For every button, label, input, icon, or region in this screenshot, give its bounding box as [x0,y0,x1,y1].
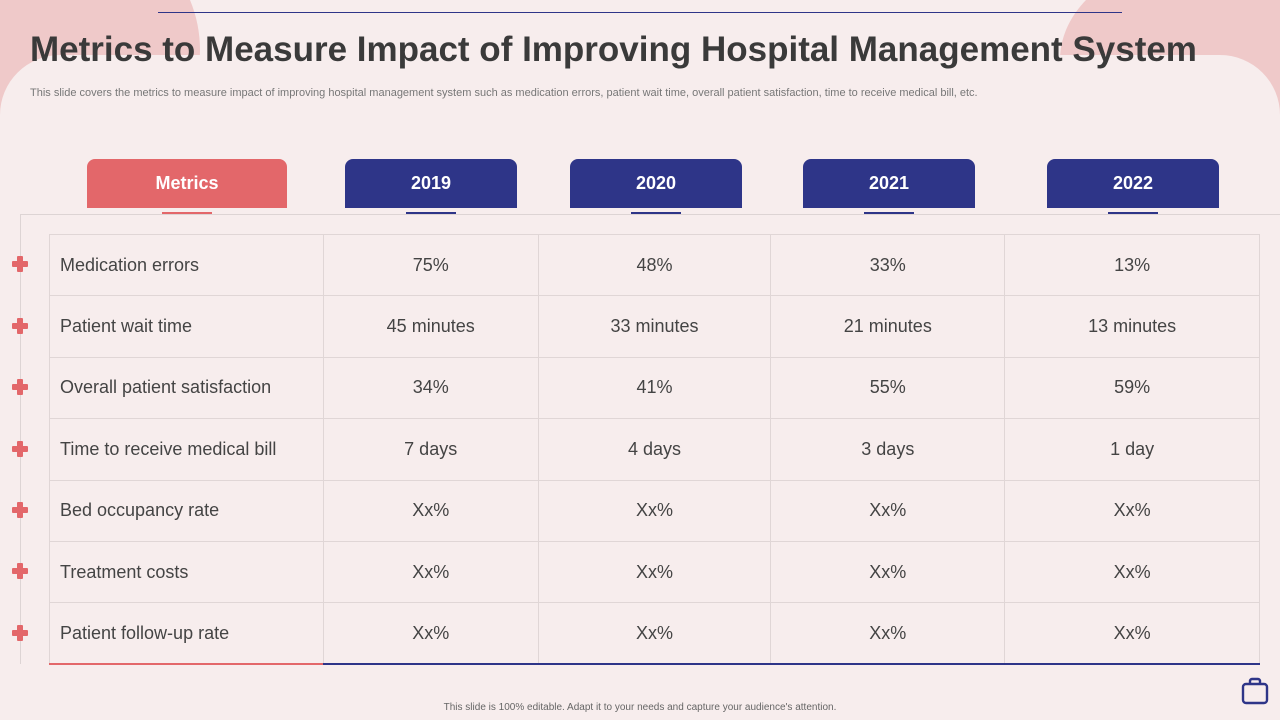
table-row: Patient follow-up rate Xx% Xx% Xx% Xx% [49,602,1260,665]
value-cell: Xx% [1004,602,1260,665]
table-bottom-rule-navy [323,663,1260,665]
value-cell: 4 days [537,418,772,481]
value-cell: 21 minutes [770,295,1006,358]
plus-icon [12,441,28,457]
value-cell: Xx% [770,602,1006,665]
slide-subtitle: This slide covers the metrics to measure… [30,87,978,99]
plus-icon [12,502,28,518]
value-cell: 1 day [1004,418,1260,481]
table-row: Overall patient satisfaction 34% 41% 55%… [49,356,1260,420]
metric-label: Medication errors [49,233,324,297]
header-marker-metrics [162,212,212,215]
plus-icon [12,256,28,272]
value-cell: 13 minutes [1004,295,1260,358]
header-year-2022: 2022 [1047,159,1219,208]
header-marker-2022 [1108,212,1158,215]
value-cell: 7 days [322,418,539,481]
table-row: Bed occupancy rate Xx% Xx% Xx% Xx% [49,479,1260,542]
value-cell: Xx% [537,479,772,542]
value-cell: 48% [537,233,772,297]
header-marker-2019 [406,212,456,215]
header-metrics: Metrics [87,159,287,208]
value-cell: Xx% [537,602,772,665]
value-cell: 34% [322,356,539,420]
value-cell: Xx% [322,479,539,542]
metric-label: Patient follow-up rate [49,602,324,665]
bag-icon[interactable] [1241,677,1269,705]
value-cell: 33% [770,233,1006,297]
value-cell: Xx% [1004,540,1260,604]
table-row: Medication errors 75% 48% 33% 13% [49,233,1260,297]
plus-icon [12,379,28,395]
value-cell: Xx% [322,602,539,665]
value-cell: Xx% [1004,479,1260,542]
slide-title: Metrics to Measure Impact of Improving H… [30,30,1197,69]
header-year-2020: 2020 [570,159,742,208]
top-rule [158,12,1122,13]
metric-label: Treatment costs [49,540,324,604]
table-row: Treatment costs Xx% Xx% Xx% Xx% [49,540,1260,604]
header-marker-2020 [631,212,681,215]
value-cell: Xx% [322,540,539,604]
header-year-2021: 2021 [803,159,975,208]
value-cell: 41% [537,356,772,420]
metric-label: Bed occupancy rate [49,479,324,542]
metric-label: Patient wait time [49,295,324,358]
table-bottom-rule-red [49,663,323,665]
metric-label: Overall patient satisfaction [49,356,324,420]
frame-top-line [20,214,1280,215]
value-cell: 3 days [770,418,1006,481]
plus-icon [12,563,28,579]
table-row: Time to receive medical bill 7 days 4 da… [49,418,1260,481]
metric-label: Time to receive medical bill [49,418,324,481]
value-cell: Xx% [770,540,1006,604]
header-year-2019: 2019 [345,159,517,208]
value-cell: 33 minutes [537,295,772,358]
table-row: Patient wait time 45 minutes 33 minutes … [49,295,1260,358]
value-cell: Xx% [537,540,772,604]
plus-icon [12,625,28,641]
metrics-table: Medication errors 75% 48% 33% 13% Patien… [49,233,1260,665]
value-cell: 59% [1004,356,1260,420]
header-marker-2021 [864,212,914,215]
plus-icon [12,318,28,334]
value-cell: Xx% [770,479,1006,542]
value-cell: 45 minutes [322,295,539,358]
value-cell: 55% [770,356,1006,420]
footer-note: This slide is 100% editable. Adapt it to… [443,702,837,713]
value-cell: 75% [322,233,539,297]
frame-left-line [20,214,21,664]
value-cell: 13% [1004,233,1260,297]
